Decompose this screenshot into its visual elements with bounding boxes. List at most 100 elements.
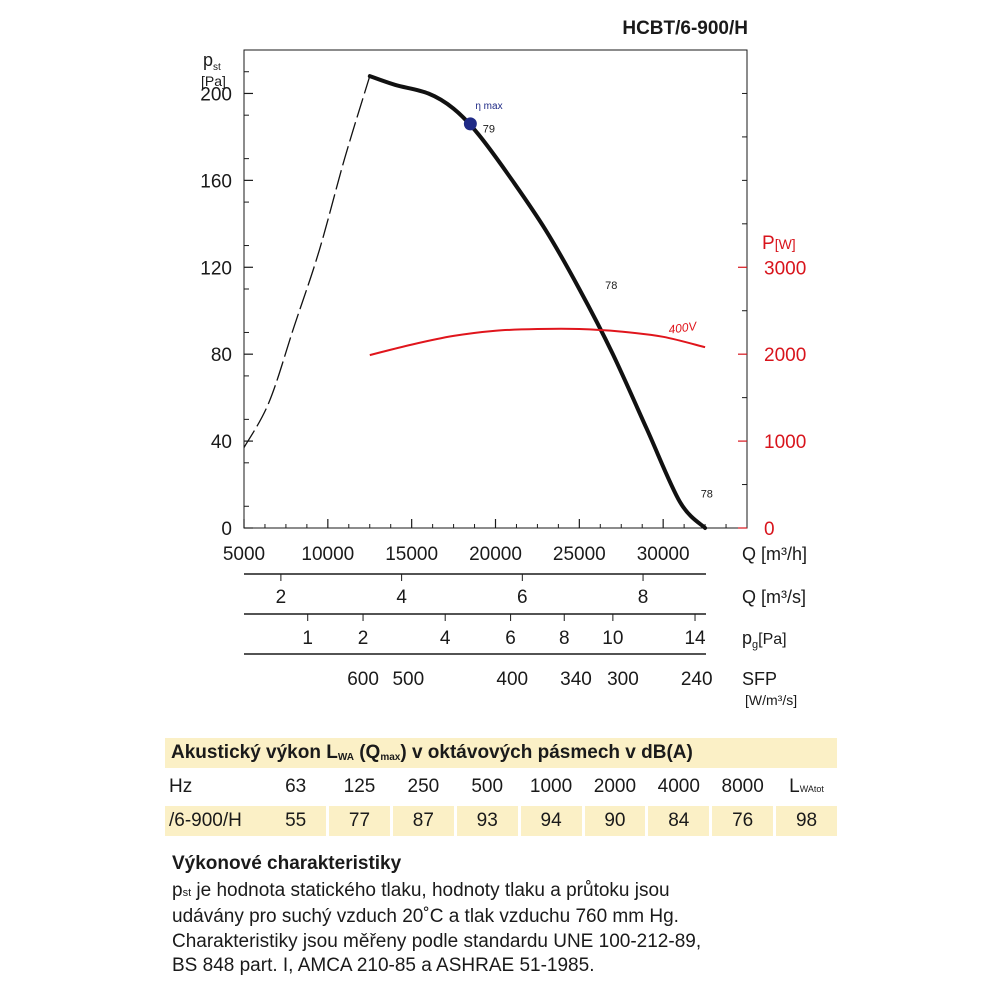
series-layer: 400V η max 79 78 78	[243, 74, 713, 530]
right-tick-label: 3000	[764, 258, 806, 279]
scale-unit: pg[Pa]	[742, 628, 787, 651]
freq-cell: 1000	[529, 776, 573, 797]
freq-cell: 4000	[657, 776, 700, 797]
freq-cell: 8000	[721, 776, 764, 797]
value-cell: 94	[520, 806, 582, 836]
scale-label: 8	[559, 628, 570, 649]
notes-line: Charakteristiky jsou měřeny podle standa…	[172, 930, 702, 952]
left-axis: 0 40 80 120 160 200 pst[Pa]	[200, 50, 253, 540]
pressure-curve	[367, 74, 708, 530]
freq-cell: 500	[471, 776, 504, 797]
notes-line: pst je hodnota statického tlaku, hodnoty…	[172, 879, 872, 906]
right-tick-label: 2000	[764, 345, 806, 366]
acoustic-title-mid: (Q	[353, 742, 381, 763]
value-cell: 90	[584, 806, 646, 836]
y-tick-label: 0	[221, 519, 232, 540]
scale-label: 8	[638, 587, 649, 608]
x-tick-label: 30000	[637, 544, 690, 565]
x-axis-label: Q [m³/h]	[742, 544, 807, 564]
scale-unit: Q [m³/s]	[742, 587, 806, 607]
plot-frame	[243, 49, 748, 529]
total-label: L	[789, 776, 800, 797]
hz-label: Hz	[169, 776, 193, 797]
scale-label: 6	[505, 628, 516, 649]
acoustic-title-sub2: max	[380, 752, 401, 763]
right-axis-label: P[W]	[762, 233, 796, 254]
pst-symbol: p	[172, 879, 183, 901]
scale-unit-text: [Pa]	[758, 631, 786, 648]
value-cell: 77	[329, 806, 390, 836]
acoustic-table: Akustický výkon LWA (Qmax) v oktávových …	[165, 738, 837, 836]
y-tick-label: 120	[200, 258, 232, 279]
freq-cell: 2000	[593, 776, 637, 797]
x-tick-label: 5000	[223, 544, 265, 565]
scale-label: 240	[681, 669, 713, 690]
stall-region-curve	[243, 75, 371, 448]
notes-section: Výkonové charakteristiky pst je hodnota …	[172, 852, 872, 979]
scale-label: 6	[517, 587, 528, 608]
scale-label: 2	[358, 628, 369, 649]
y-tick-label: 160	[200, 171, 232, 192]
value-cell: 93	[456, 806, 518, 836]
y-symbol-sub: st	[213, 62, 221, 73]
scale-unit-symbol: p	[742, 628, 752, 648]
acoustic-values-row: /6-900/H 55 77 87 93 94 90 84 76 98	[165, 806, 837, 836]
pst-sub: st	[182, 886, 192, 899]
scale-unit: SFP	[742, 669, 777, 689]
scale-unit-text: [W/m³/s]	[745, 692, 797, 708]
value-cell: 55	[265, 806, 327, 836]
acoustic-header-row: Hz 63 125 250 500 1000 2000 4000 8000 LW…	[165, 772, 837, 802]
acoustic-title: Akustický výkon LWA (Qmax) v oktávových …	[165, 738, 837, 768]
value-cell: 87	[392, 806, 454, 836]
scale-unit-sub: g	[752, 639, 758, 651]
right-axis-unit: [W]	[775, 236, 796, 252]
scale-label: 10	[602, 628, 623, 649]
total-label-cell: LWAtot	[776, 776, 837, 798]
x-tick-label: 10000	[301, 544, 354, 565]
notes-title: Výkonové charakteristiky	[172, 853, 402, 874]
scale-label: 4	[396, 587, 407, 608]
efficiency-label: 79	[483, 124, 495, 136]
row-label: /6-900/H	[165, 806, 266, 836]
right-tick-label: 1000	[764, 432, 806, 453]
y-axis-unit: [Pa]	[201, 73, 226, 89]
acoustic-title-post: ) v oktávových pásmech v dB(A)	[400, 742, 693, 763]
power-curve-label: 400V	[668, 319, 699, 337]
x-axis: 5000 10000 15000 20000 25000 30000 Q [m³/h]	[223, 519, 807, 565]
acoustic-title-pre: Akustický výkon L	[171, 742, 338, 763]
efficiency-label: 78	[605, 280, 617, 292]
total-label-sub: WAtot	[799, 784, 824, 794]
notes-line: udávány pro suchý vzduch 20˚C a tlak vzd…	[172, 906, 679, 927]
freq-cell: 125	[343, 776, 376, 797]
eta-max-point	[463, 117, 477, 131]
right-tick-label: 0	[764, 519, 775, 540]
value-cell: 84	[648, 806, 710, 836]
scale-label: 340	[560, 669, 592, 690]
x-tick-label: 25000	[553, 544, 606, 565]
scale-label: 500	[392, 669, 424, 690]
scale-label: 600	[347, 669, 379, 690]
y-tick-label: 40	[211, 432, 232, 453]
x-tick-label: 20000	[469, 544, 522, 565]
y-symbol: p	[203, 50, 213, 70]
acoustic-title-sub1: WA	[337, 752, 354, 763]
scale-label: 400	[496, 669, 528, 690]
power-curve	[369, 327, 706, 357]
freq-cell: 63	[285, 776, 307, 797]
scale-label: 300	[607, 669, 639, 690]
eta-max-label: η max	[475, 101, 502, 112]
x-tick-label: 15000	[385, 544, 438, 565]
freq-cell: 250	[407, 776, 440, 797]
right-axis: 0 1000 2000 3000 P[W]	[738, 92, 806, 540]
y-tick-label: 80	[211, 345, 232, 366]
total-value-cell: 98	[776, 806, 837, 836]
value-cell: 76	[712, 806, 774, 836]
right-axis-symbol: P	[762, 233, 775, 254]
scale-label: 14	[684, 628, 706, 649]
notes-line1-rest: je hodnota statického tlaku, hodnoty tla…	[191, 879, 670, 901]
notes-line: BS 848 part. I, AMCA 210-85 a ASHRAE 51-…	[172, 955, 595, 976]
y-tick-label: 200	[200, 84, 232, 105]
model-title: HCBT/6-900/H	[622, 18, 748, 39]
